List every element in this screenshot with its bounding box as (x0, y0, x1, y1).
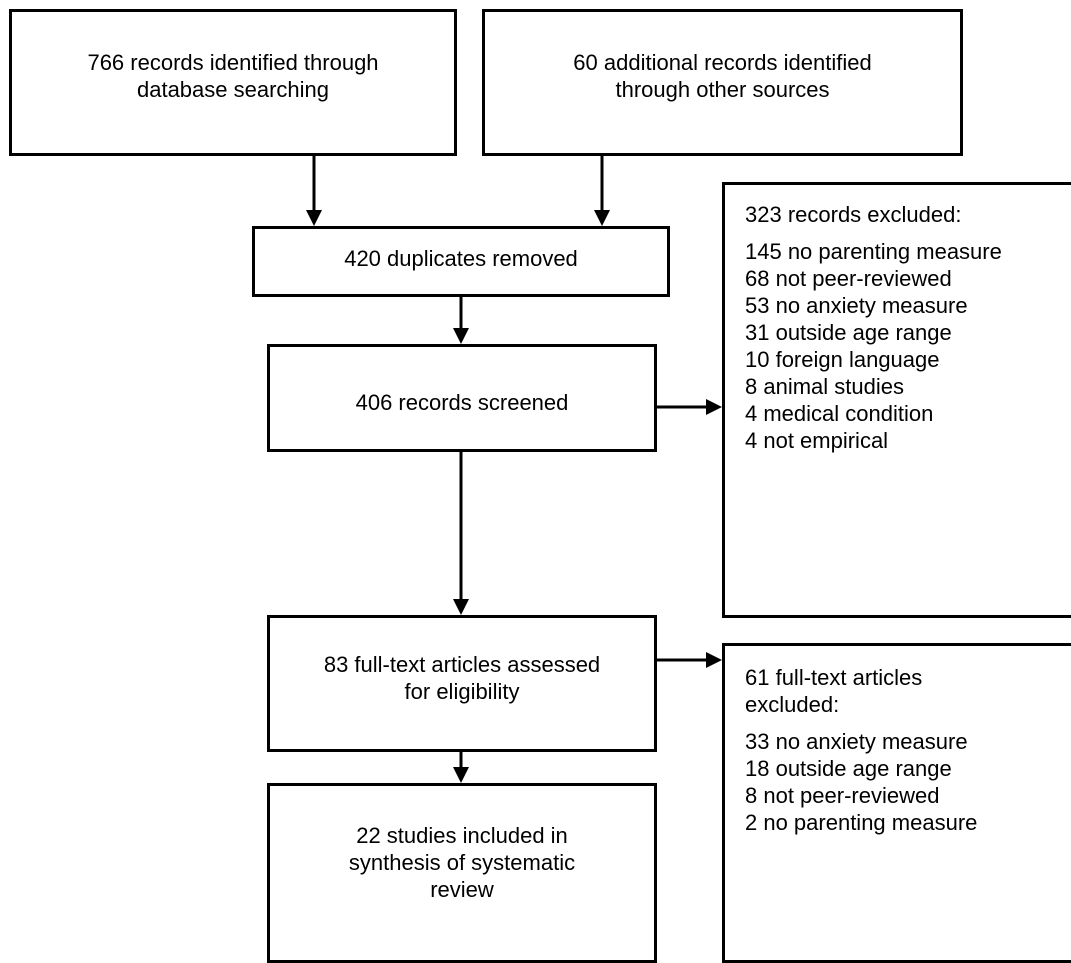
records-excluded-heading: 323 records excluded: (745, 202, 962, 227)
records-screened-box: 406 records screened (267, 344, 657, 452)
full-text-excluded-box: 61 full-text articles excluded: 33 no an… (722, 643, 1071, 963)
database-search-line2: database searching (136, 77, 330, 102)
studies-included-box: 22 studies included in synthesis of syst… (267, 783, 657, 963)
arrowhead (594, 210, 610, 226)
full-text-assessed-line2: for eligibility (404, 679, 520, 704)
arrowhead (453, 767, 469, 783)
arrowhead (453, 328, 469, 344)
full-text-excluded-heading-line2: excluded: (745, 692, 840, 717)
records-excluded-item: 10 foreign language (745, 347, 940, 372)
database-search-line1: 766 records identified through (87, 50, 379, 75)
full-text-excluded-item: 8 not peer-reviewed (745, 783, 940, 808)
full-text-excluded-item: 33 no anxiety measure (745, 729, 968, 754)
records-screened-text: 406 records screened (355, 390, 569, 415)
other-sources-line2: through other sources (615, 77, 830, 102)
duplicates-removed-box: 420 duplicates removed (252, 226, 670, 297)
studies-included-line2: synthesis of systematic (348, 850, 576, 875)
records-excluded-item: 53 no anxiety measure (745, 293, 968, 318)
arrowhead (706, 399, 722, 415)
full-text-excluded-heading-line1: 61 full-text articles (745, 665, 923, 690)
other-sources-line1: 60 additional records identified (573, 50, 872, 75)
records-excluded-item: 4 not empirical (745, 428, 889, 453)
database-search-box: 766 records identified through database … (9, 9, 457, 156)
arrowhead (453, 599, 469, 615)
records-excluded-item: 8 animal studies (745, 374, 904, 399)
records-excluded-item: 31 outside age range (745, 320, 952, 345)
duplicates-removed-text: 420 duplicates removed (344, 246, 578, 271)
records-excluded-item: 68 not peer-reviewed (745, 266, 952, 291)
arrowhead (306, 210, 322, 226)
arrowhead (706, 652, 722, 668)
full-text-assessed-line1: 83 full-text articles assessed (323, 652, 601, 677)
full-text-excluded-item: 2 no parenting measure (745, 810, 978, 835)
records-excluded-box: 323 records excluded: 145 no parenting m… (722, 182, 1071, 618)
records-excluded-item: 145 no parenting measure (745, 239, 1002, 264)
records-excluded-item: 4 medical condition (745, 401, 934, 426)
studies-included-line1: 22 studies included in (356, 823, 568, 848)
full-text-excluded-item: 18 outside age range (745, 756, 952, 781)
studies-included-line3: review (430, 877, 494, 902)
other-sources-box: 60 additional records identified through… (482, 9, 963, 156)
full-text-assessed-box: 83 full-text articles assessed for eligi… (267, 615, 657, 752)
